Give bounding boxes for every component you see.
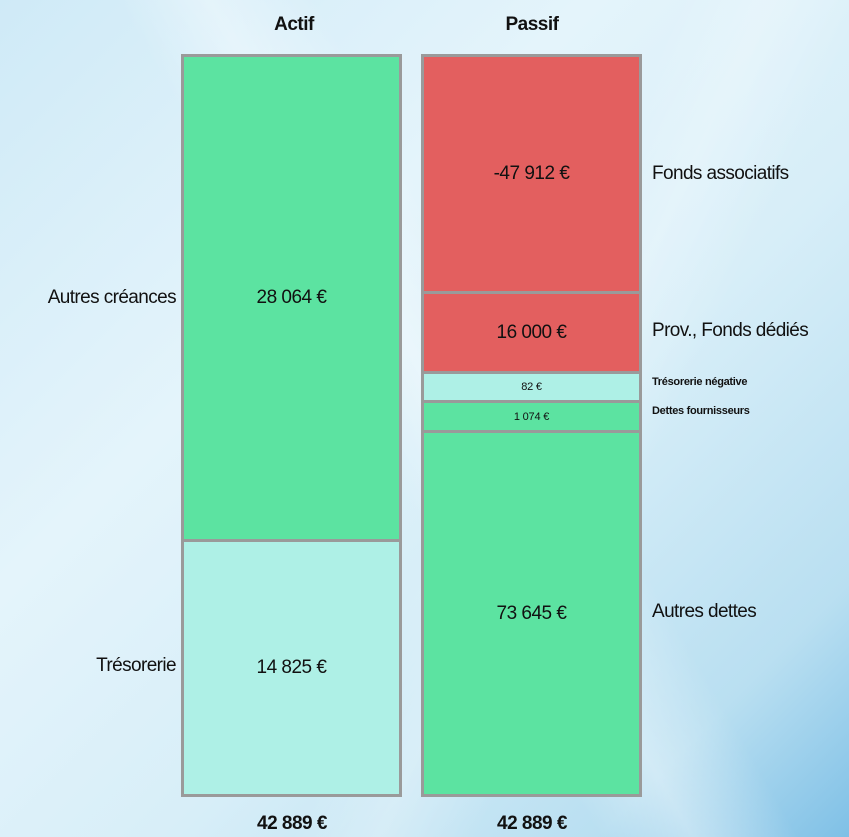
- label-tresorerie: Trésorerie: [96, 655, 176, 676]
- label-prov-fonds-dedies: Prov., Fonds dédiés: [652, 320, 809, 341]
- value-dettes-fournisseurs: 1 074 €: [513, 410, 550, 423]
- value-autres-creances: 28 064 €: [256, 287, 327, 308]
- segment-tresorerie: 14 825 €: [184, 542, 399, 794]
- actif-title: Actif: [274, 14, 314, 35]
- actif-column: 28 064 € 14 825 €: [181, 54, 402, 797]
- label-fonds-associatifs: Fonds associatifs: [652, 163, 789, 184]
- value-prov-fonds-dedies: 16 000 €: [496, 321, 567, 343]
- actif-total: 42 889 €: [257, 813, 327, 834]
- label-tresorerie-negative: Trésorerie négative: [652, 376, 748, 388]
- passif-total: 42 889 €: [497, 813, 567, 834]
- label-autres-dettes: Autres dettes: [652, 601, 757, 622]
- segment-autres-dettes: 73 645 €: [424, 433, 639, 794]
- passif-column: -47 912 € 16 000 € 82 € 1 074 € 73 645 €: [421, 54, 642, 797]
- value-tresorerie-negative: 82 €: [521, 381, 542, 393]
- label-dettes-fournisseurs: Dettes fournisseurs: [652, 405, 750, 417]
- segment-tresorerie-negative: 82 €: [424, 374, 639, 400]
- passif-title: Passif: [505, 14, 559, 35]
- segment-prov-fonds-dedies: 16 000 €: [424, 294, 639, 371]
- label-autres-creances: Autres créances: [47, 287, 177, 308]
- value-tresorerie: 14 825 €: [256, 657, 327, 678]
- value-autres-dettes: 73 645 €: [496, 602, 567, 624]
- segment-autres-creances: 28 064 €: [184, 57, 399, 539]
- segment-dettes-fournisseurs: 1 074 €: [424, 403, 639, 430]
- value-fonds-associatifs: -47 912 €: [493, 163, 570, 184]
- segment-fonds-associatifs: -47 912 €: [424, 57, 639, 291]
